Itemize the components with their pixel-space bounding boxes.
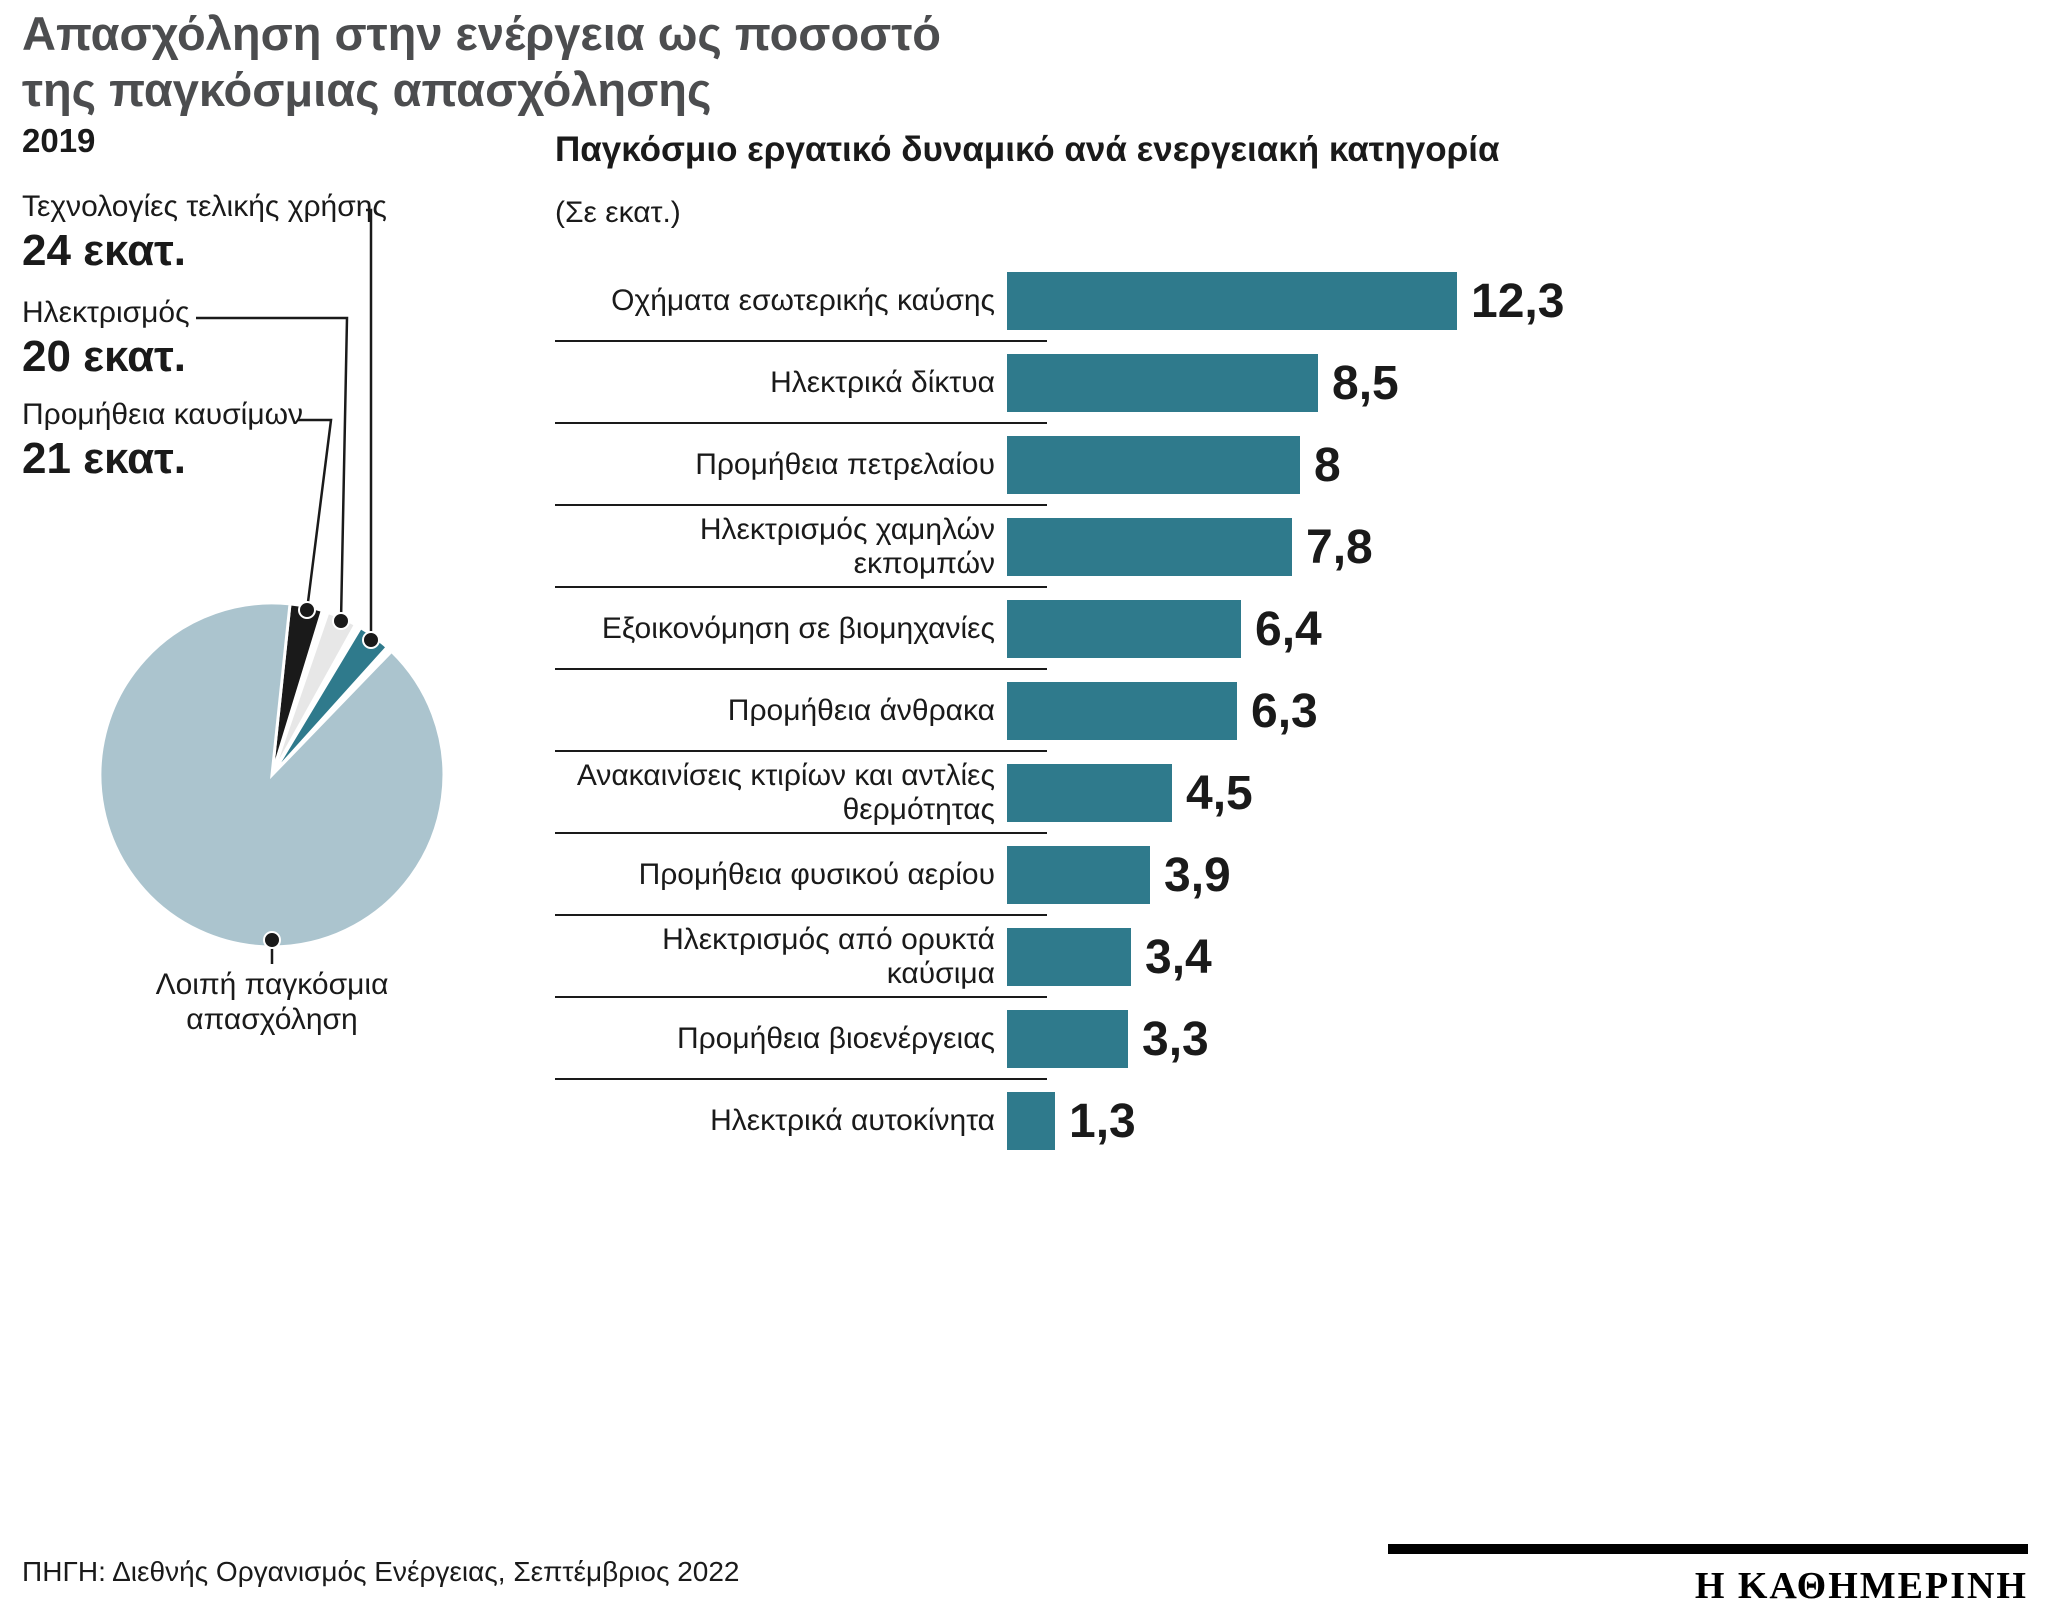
page-title-line1: Απασχόληση στην ενέργεια ως ποσοστό <box>22 7 942 60</box>
source-note: ΠΗΓΗ: Διεθνής Οργανισμός Ενέργειας, Σεπτ… <box>22 1556 740 1587</box>
bar <box>1007 846 1150 904</box>
callout-line-electricity <box>196 316 349 622</box>
pie-callout-value-end-use: 24 εκατ. <box>22 226 187 275</box>
bar-category-label: Προμήθεια βιοενέργειας <box>676 1022 995 1056</box>
bar-row: Προμήθεια πετρελαίου 8 <box>555 424 2030 506</box>
callout-line-fuel-supply <box>298 418 333 611</box>
page-title: Απασχόληση στην ενέργεια ως ποσοστό της … <box>22 6 941 119</box>
bar-category-label: Ηλεκτρισμός χαμηλών εκπομπών <box>699 513 995 580</box>
bar-row: Ηλεκτρισμός χαμηλών εκπομπών 7,8 <box>555 506 2030 588</box>
bar <box>1007 1010 1128 1068</box>
callout-dot-electricity <box>332 612 350 630</box>
bar-track: 7,8 <box>1007 518 1373 576</box>
callout-dot-fuel-supply <box>298 601 316 619</box>
bar-category-label: Ηλεκτρικά δίκτυα <box>770 366 995 400</box>
bar-row: Οχήματα εσωτερικής καύσης 12,3 <box>555 260 2030 342</box>
pie-callout-label-fuel-supply: Προμήθεια καυσίμων <box>22 398 304 431</box>
pie-slice <box>270 602 325 776</box>
bar-value: 3,9 <box>1164 848 1231 902</box>
pie-slice <box>270 610 358 776</box>
bar-track: 6,4 <box>1007 600 1322 658</box>
bar-track: 8,5 <box>1007 354 1399 412</box>
bar-value: 12,3 <box>1471 274 1565 328</box>
callout-dot-rest <box>263 931 281 949</box>
bar <box>1007 764 1172 822</box>
bar-row: Ηλεκτρικά αυτοκίνητα 1,3 <box>555 1080 2030 1162</box>
bar-row: Εξοικονόμηση σε βιομηχανίες 6,4 <box>555 588 2030 670</box>
bar <box>1007 272 1457 330</box>
callout-dot-end-use <box>362 631 380 649</box>
callout-line-end-use <box>366 208 373 640</box>
bar <box>1007 518 1292 576</box>
bar-track: 3,9 <box>1007 846 1231 904</box>
pie-year-label: 2019 <box>22 122 96 159</box>
pie-slice <box>270 625 390 777</box>
bar-track: 8 <box>1007 436 1341 494</box>
bar-value: 6,4 <box>1255 602 1322 656</box>
bar-track: 4,5 <box>1007 764 1253 822</box>
bar-row: Προμήθεια άνθρακα 6,3 <box>555 670 2030 752</box>
pie-callout-label-end-use: Τεχνολογίες τελικής χρήσης <box>22 190 387 223</box>
bar-track: 6,3 <box>1007 682 1318 740</box>
pie-slices <box>98 601 446 949</box>
bar-row: Ανακαινίσεις κτιρίων και αντλίες θερμότη… <box>555 752 2030 834</box>
bar-category-label: Ανακαινίσεις κτιρίων και αντλίες θερμότη… <box>576 759 995 826</box>
bar-value: 8 <box>1314 438 1341 492</box>
bar <box>1007 1092 1055 1150</box>
bar-track: 12,3 <box>1007 272 1564 330</box>
bar-category-label: Ηλεκτρικά αυτοκίνητα <box>710 1104 995 1138</box>
bar-value: 8,5 <box>1332 356 1399 410</box>
bar <box>1007 682 1237 740</box>
bar-track: 3,4 <box>1007 928 1212 986</box>
bar-category-label: Προμήθεια φυσικού αερίου <box>638 858 995 892</box>
bar-rows: Οχήματα εσωτερικής καύσης 12,3 Ηλεκτρικά δ… <box>555 260 2030 1162</box>
bar-category-label: Ηλεκτρισμός από ορυκτά καύσιμα <box>662 923 995 990</box>
bar-value: 4,5 <box>1186 766 1253 820</box>
bar <box>1007 436 1300 494</box>
bar-value: 3,4 <box>1145 930 1212 984</box>
bar-value: 3,3 <box>1142 1012 1209 1066</box>
page-title-line2: της παγκόσμιας απασχόλησης <box>22 63 712 117</box>
bar <box>1007 600 1241 658</box>
bar-category-label: Εξοικονόμηση σε βιομηχανίες <box>601 612 995 646</box>
bar-category-label: Οχήματα εσωτερικής καύσης <box>611 284 995 318</box>
bar-chart-panel: Παγκόσμιο εργατικό δυναμικό ανά ενεργεια… <box>555 130 2030 1162</box>
bar-chart-title: Παγκόσμιο εργατικό δυναμικό ανά ενεργεια… <box>555 130 1500 169</box>
pie-callout-label-electricity: Ηλεκτρισμός <box>22 296 190 329</box>
bar-category-label: Προμήθεια πετρελαίου <box>695 448 995 482</box>
bar-value: 1,3 <box>1069 1094 1136 1148</box>
bar <box>1007 354 1318 412</box>
bar <box>1007 928 1131 986</box>
bar-chart-unit-note: (Σε εκατ.) <box>555 196 681 229</box>
pie-slice <box>98 601 446 949</box>
bar-track: 3,3 <box>1007 1010 1209 1068</box>
publisher-logo: Η ΚΑΘΗΜΕΡΙΝΗ <box>1388 1544 2028 1608</box>
pie-callout-value-fuel-supply: 21 εκατ. <box>22 434 187 483</box>
bar-category-label: Προμήθεια άνθρακα <box>727 694 995 728</box>
bar-value: 7,8 <box>1306 520 1373 574</box>
bar-row: Ηλεκτρικά δίκτυα 8,5 <box>555 342 2030 424</box>
bar-track: 1,3 <box>1007 1092 1136 1150</box>
bar-row: Προμήθεια βιοενέργειας 3,3 <box>555 998 2030 1080</box>
bar-value: 6,3 <box>1251 684 1318 738</box>
pie-rest-label: Λοιπή παγκόσμια απασχόληση <box>155 968 389 1036</box>
pie-callout-value-electricity: 20 εκατ. <box>22 332 187 381</box>
bar-row: Προμήθεια φυσικού αερίου 3,9 <box>555 834 2030 916</box>
bar-row: Ηλεκτρισμός από ορυκτά καύσιμα 3,4 <box>555 916 2030 998</box>
